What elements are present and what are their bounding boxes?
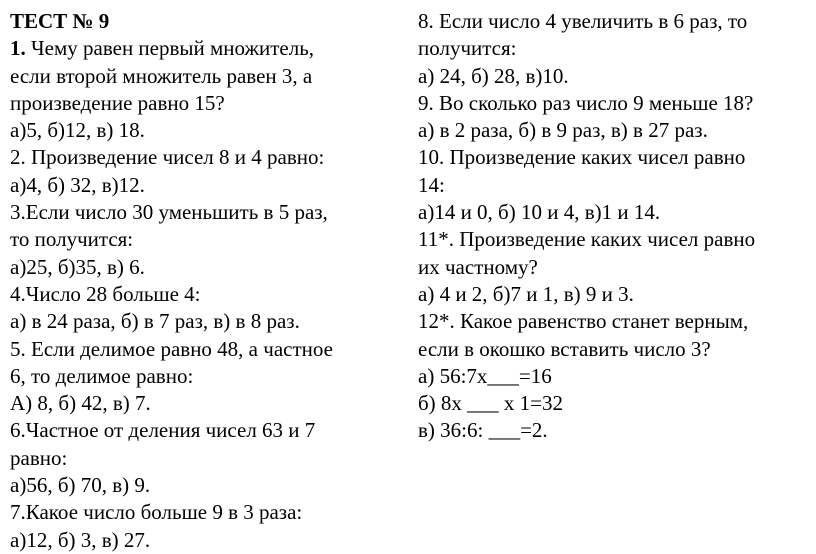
q12-ans-a: а) 56:7х___=16: [418, 363, 806, 390]
q11-line2: их частному?: [418, 254, 806, 281]
q5-line2: 6, то делимое равно:: [10, 363, 398, 390]
q8-line1: 8. Если число 4 увеличить в 6 раз, то: [418, 8, 806, 35]
q9-line1: 9. Во сколько раз число 9 меньше 18?: [418, 90, 806, 117]
q3-answers: а)25, б)35, в) 6.: [10, 254, 398, 281]
q12-ans-c: в) 36:6: ___=2.: [418, 417, 806, 444]
q10-line1: 10. Произведение каких чисел равно: [418, 144, 806, 171]
header-text: ТЕСТ № 9: [10, 9, 109, 33]
q11-answers: а) 4 и 2, б)7 и 1, в) 9 и 3.: [418, 281, 806, 308]
q12-ans-b: б) 8х ___ х 1=32: [418, 390, 806, 417]
q1-num: 1.: [10, 36, 26, 60]
q6-line1: 6.Частное от деления чисел 63 и 7: [10, 417, 398, 444]
q1-answers: а)5, б)12, в) 18.: [10, 117, 398, 144]
q3-line1: 3.Если число 30 уменьшить в 5 раз,: [10, 199, 398, 226]
q10-answers: а)14 и 0, б) 10 и 4, в)1 и 14.: [418, 199, 806, 226]
q5-answers: А) 8, б) 42, в) 7.: [10, 390, 398, 417]
q11-line1: 11*. Произведение каких чисел равно: [418, 226, 806, 253]
q12-line1: 12*. Какое равенство станет верным,: [418, 308, 806, 335]
left-column: ТЕСТ № 9 1. Чему равен первый множитель,…: [10, 8, 398, 545]
q7-answers: а)12, б) 3, в) 27.: [10, 527, 398, 554]
q3-line2: то получится:: [10, 226, 398, 253]
q1-line2: если второй множитель равен 3, а: [10, 63, 398, 90]
q4-line1: 4.Число 28 больше 4:: [10, 281, 398, 308]
q4-answers: а) в 24 раза, б) в 7 раз, в) в 8 раз.: [10, 308, 398, 335]
q7-line1: 7.Какое число больше 9 в 3 раза:: [10, 499, 398, 526]
q6-answers: а)56, б) 70, в) 9.: [10, 472, 398, 499]
test-header: ТЕСТ № 9: [10, 8, 398, 35]
q8-answers: а) 24, б) 28, в)10.: [418, 63, 806, 90]
q1-line1: 1. Чему равен первый множитель,: [10, 35, 398, 62]
q2-line1: 2. Произведение чисел 8 и 4 равно:: [10, 144, 398, 171]
q6-line2: равно:: [10, 445, 398, 472]
q9-answers: а) в 2 раза, б) в 9 раз, в) в 27 раз.: [418, 117, 806, 144]
q1-text1: Чему равен первый множитель,: [26, 36, 314, 60]
q10-line2: 14:: [418, 172, 806, 199]
q1-line3: произведение равно 15?: [10, 90, 398, 117]
q2-answers: а)4, б) 32, в)12.: [10, 172, 398, 199]
q12-line2: если в окошко вставить число 3?: [418, 336, 806, 363]
right-column: 8. Если число 4 увеличить в 6 раз, то по…: [418, 8, 806, 545]
q8-line2: получится:: [418, 35, 806, 62]
q5-line1: 5. Если делимое равно 48, а частное: [10, 336, 398, 363]
